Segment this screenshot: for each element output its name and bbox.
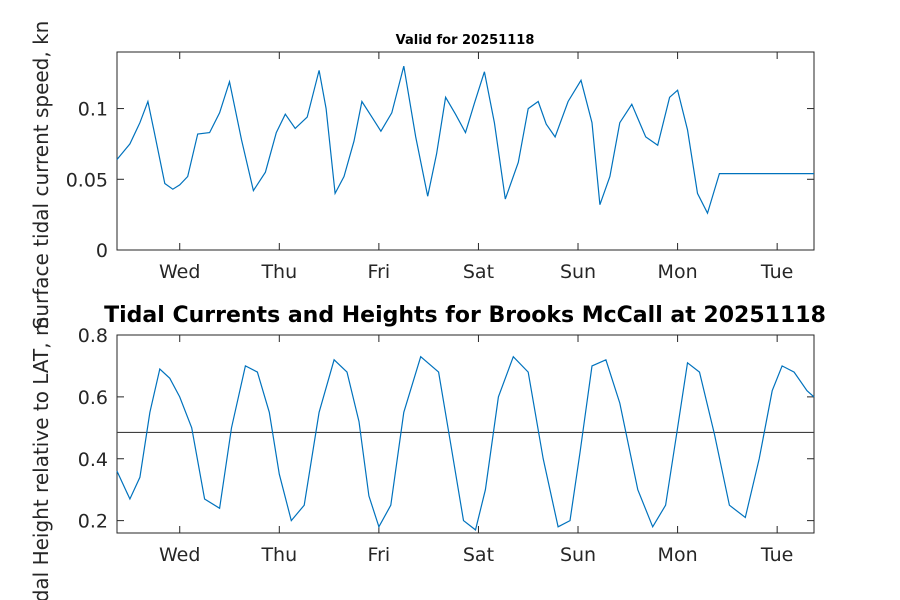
bottom-y-tick-label: 0.6: [78, 387, 108, 409]
top-plot-box: [116, 51, 815, 251]
top-x-tick-label: Thu: [260, 261, 297, 283]
top-y-tick-label: 0: [96, 240, 108, 262]
bottom-chart-title: Tidal Currents and Heights for Brooks Mc…: [104, 303, 826, 328]
bottom-x-tick-label: Thu: [260, 544, 297, 566]
bottom-y-ticks: 0.2 0.4 0.6 0.8: [78, 325, 814, 533]
top-axes: Valid for 20251118 0 0.05 0.1 Wed Thu Fri Sat…: [29, 21, 815, 330]
top-y-tick-label: 0.05: [66, 169, 108, 191]
top-x-tick-label: Fri: [368, 261, 391, 283]
bottom-y-tick-label: 0.8: [78, 325, 108, 347]
top-x-tick-label: Wed: [159, 261, 200, 283]
bottom-axes: Tidal Currents and Heights for Brooks Mc…: [29, 303, 826, 600]
bottom-x-ticks: Wed Thu Fri Sat Sun Mon Tue: [159, 335, 793, 566]
top-y-axis-title: Surface tidal current speed, kn: [29, 21, 53, 330]
top-y-ticks: 0 0.05 0.1: [66, 99, 814, 262]
top-x-ticks: Wed Thu Fri Sat Sun Mon Tue: [159, 52, 793, 283]
bottom-x-tick-label: Mon: [658, 544, 698, 566]
current-speed-line: [116, 65, 814, 215]
top-x-tick-label: Tue: [760, 261, 793, 283]
top-x-tick-label: Sat: [463, 261, 494, 283]
bottom-x-tick-label: Sun: [560, 544, 596, 566]
bottom-x-tick-label: Wed: [159, 544, 200, 566]
bottom-y-tick-label: 0.2: [78, 511, 108, 533]
top-x-tick-label: Mon: [658, 261, 698, 283]
bottom-x-tick-label: Fri: [368, 544, 391, 566]
top-chart-title: Valid for 20251118: [396, 33, 535, 48]
top-y-tick-label: 0.1: [78, 99, 108, 121]
bottom-y-axis-title: Tidal Height relative to LAT, m: [29, 317, 53, 600]
tidal-height-line: [116, 355, 815, 531]
bottom-y-tick-label: 0.4: [78, 449, 108, 471]
top-x-tick-label: Sun: [560, 261, 596, 283]
bottom-x-tick-label: Tue: [760, 544, 793, 566]
bottom-x-tick-label: Sat: [463, 544, 494, 566]
bottom-plot-box: [116, 334, 815, 534]
